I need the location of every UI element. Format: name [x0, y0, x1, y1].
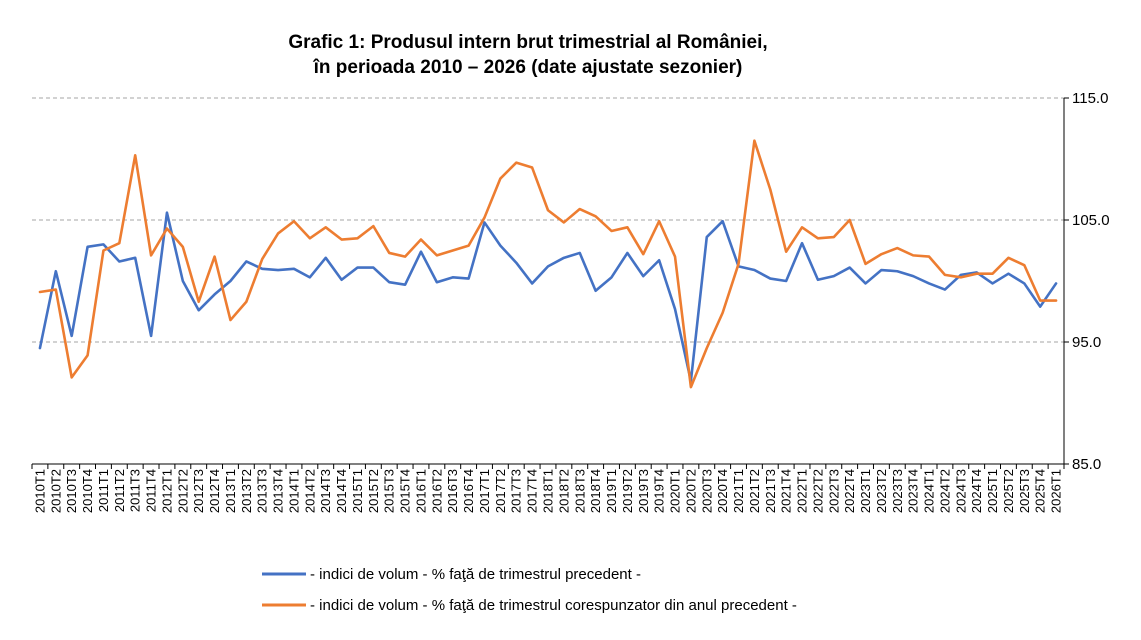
x-tick-label-2010T2: 2010T2: [48, 469, 63, 513]
legend: - indici de volum - % faţă de trimestrul…: [262, 566, 797, 614]
x-tick-label-2014T2: 2014T2: [302, 469, 317, 513]
x-tick-label-2015T2: 2015T2: [366, 469, 381, 513]
series-line-2: [38, 139, 1058, 389]
x-tick-label-2015T4: 2015T4: [398, 469, 413, 513]
y-tick-labels: 85.0 95.0 105.0 115.0: [1072, 90, 1110, 473]
x-tick-label-2018T3: 2018T3: [572, 469, 587, 513]
x-tick-label-2024T2: 2024T2: [937, 469, 952, 513]
x-tick-label-2021T1: 2021T1: [731, 469, 746, 513]
x-tick-label-2023T3: 2023T3: [890, 469, 905, 513]
x-tick-label-2010T4: 2010T4: [80, 469, 95, 513]
series-line-1: [38, 211, 1058, 383]
x-tick-label-2016T1: 2016T1: [413, 469, 428, 513]
x-tick-labels: 2010T1 2010T2 2010T3 2010T4 2011T1 2011T2 2011…: [32, 469, 1063, 513]
x-tick-label-2014T4: 2014T4: [334, 469, 349, 513]
x-tick-label-2022T2: 2022T2: [810, 469, 825, 513]
x-tick-label-2026T1: 2026T1: [1049, 469, 1064, 513]
x-tick-label-2018T1: 2018T1: [541, 469, 556, 513]
x-tick-label-2011T3: 2011T3: [128, 469, 143, 512]
x-tick-label-2014T3: 2014T3: [318, 469, 333, 513]
y-tick-label-85: 85.0: [1072, 456, 1101, 473]
x-tick-label-2024T1: 2024T1: [922, 469, 937, 513]
x-tick-label-2012T1: 2012T1: [159, 469, 174, 513]
x-tick-label-2016T2: 2016T2: [429, 469, 444, 513]
y-tick-label-95: 95.0: [1072, 334, 1101, 351]
x-tick-label-2022T1: 2022T1: [795, 469, 810, 513]
x-tick-label-2010T1: 2010T1: [32, 469, 47, 513]
x-tick-label-2022T4: 2022T4: [842, 469, 857, 513]
x-tick-label-2020T1: 2020T1: [668, 469, 683, 513]
x-tick-label-2018T4: 2018T4: [588, 469, 603, 513]
x-tick-label-2016T3: 2016T3: [445, 469, 460, 513]
x-tick-label-2010T3: 2010T3: [64, 469, 79, 513]
x-tick-label-2020T4: 2020T4: [715, 469, 730, 513]
x-tick-label-2023T4: 2023T4: [906, 469, 921, 513]
x-tick-label-2020T3: 2020T3: [699, 469, 714, 513]
gridlines: [32, 97, 1064, 343]
x-tick-label-2023T2: 2023T2: [874, 469, 889, 513]
x-tick-label-2015T1: 2015T1: [350, 469, 365, 513]
x-tick-label-2019T2: 2019T2: [620, 469, 635, 513]
x-tick-label-2022T3: 2022T3: [826, 469, 841, 513]
x-tick-label-2023T1: 2023T1: [858, 469, 873, 513]
x-tick-label-2019T1: 2019T1: [604, 469, 619, 513]
x-tick-label-2017T2: 2017T2: [493, 469, 508, 513]
x-tick-label-2017T3: 2017T3: [509, 469, 524, 513]
x-tick-label-2015T3: 2015T3: [382, 469, 397, 513]
x-tick-label-2012T4: 2012T4: [207, 469, 222, 513]
x-tick-label-2019T4: 2019T4: [652, 469, 667, 513]
x-tick-label-2024T4: 2024T4: [969, 469, 984, 513]
x-tick-label-2018T2: 2018T2: [556, 469, 571, 513]
chart-title-line-2: în perioada 2010 – 2026 (date ajustate s…: [313, 57, 743, 78]
x-tick-label-2011T2: 2011T2: [112, 469, 127, 512]
legend-label-series-2: - indici de volum - % faţă de trimestrul…: [310, 597, 797, 614]
y-tick-label-115: 115.0: [1072, 90, 1108, 107]
chart-title-line-1: Grafic 1: Produsul intern brut trimestri…: [288, 32, 767, 53]
x-tick-label-2020T2: 2020T2: [683, 469, 698, 513]
x-tick-label-2017T1: 2017T1: [477, 469, 492, 513]
legend-label-series-1: - indici de volum - % faţă de trimestrul…: [310, 566, 641, 583]
x-tick-label-2013T1: 2013T1: [223, 469, 238, 513]
x-tick-label-2021T2: 2021T2: [747, 469, 762, 513]
y-tick-label-105: 105.0: [1072, 212, 1110, 229]
x-tick-label-2024T3: 2024T3: [953, 469, 968, 513]
x-tick-label-2025T2: 2025T2: [1001, 469, 1016, 513]
x-tick-label-2011T4: 2011T4: [144, 469, 159, 512]
x-tick-label-2016T4: 2016T4: [461, 469, 476, 513]
axes: [31, 97, 1069, 469]
x-tick-label-2014T1: 2014T1: [286, 469, 301, 513]
x-tick-label-2012T3: 2012T3: [191, 469, 206, 513]
x-tick-label-2019T3: 2019T3: [636, 469, 651, 513]
series-lines: [38, 139, 1058, 389]
x-tick-label-2021T4: 2021T4: [779, 469, 794, 513]
x-tick-label-2017T4: 2017T4: [525, 469, 540, 513]
x-tick-label-2025T3: 2025T3: [1017, 469, 1032, 513]
x-tick-label-2013T4: 2013T4: [271, 469, 286, 513]
x-tick-label-2013T3: 2013T3: [255, 469, 270, 513]
x-tick-label-2013T2: 2013T2: [239, 469, 254, 513]
x-tick-label-2025T1: 2025T1: [985, 469, 1000, 513]
x-tick-label-2012T2: 2012T2: [175, 469, 190, 513]
x-tick-label-2011T1: 2011T1: [96, 469, 111, 512]
x-tick-label-2025T4: 2025T4: [1033, 469, 1048, 513]
x-tick-label-2021T3: 2021T3: [763, 469, 778, 513]
